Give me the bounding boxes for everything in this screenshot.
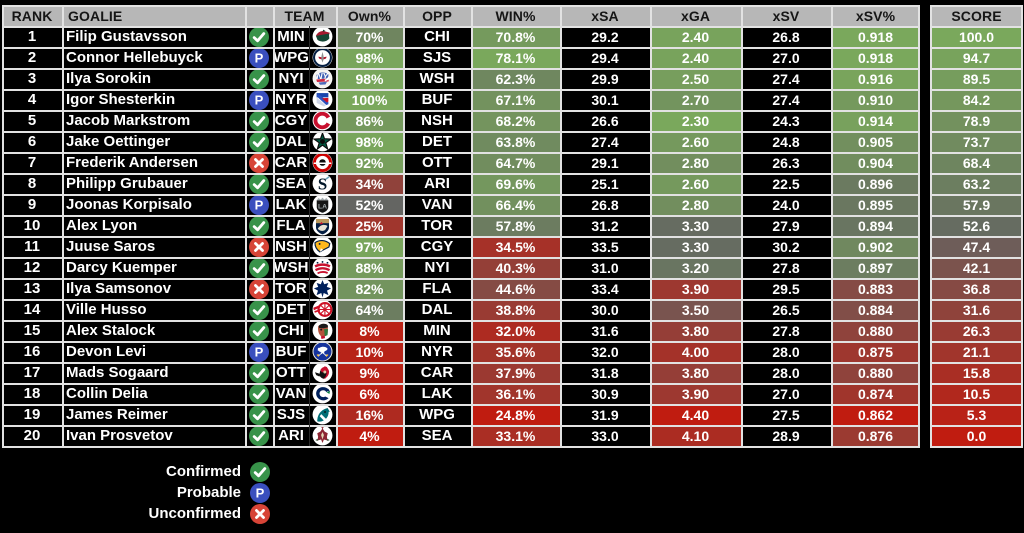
svg-text:S: S	[318, 174, 327, 193]
svg-text:P: P	[255, 197, 264, 212]
svg-text:P: P	[256, 485, 265, 500]
svg-text:P: P	[255, 344, 264, 359]
svg-text:P: P	[255, 92, 264, 107]
svg-text:NY: NY	[316, 71, 329, 81]
svg-text:P: P	[255, 50, 264, 65]
svg-text:LA: LA	[318, 203, 327, 210]
